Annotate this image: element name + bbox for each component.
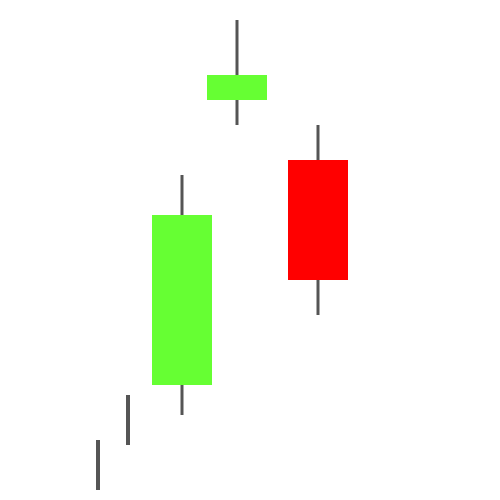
candle-3-body — [152, 215, 212, 385]
candle-5-body — [288, 160, 348, 280]
candle-4-body — [207, 75, 267, 100]
candles-group — [96, 20, 348, 490]
